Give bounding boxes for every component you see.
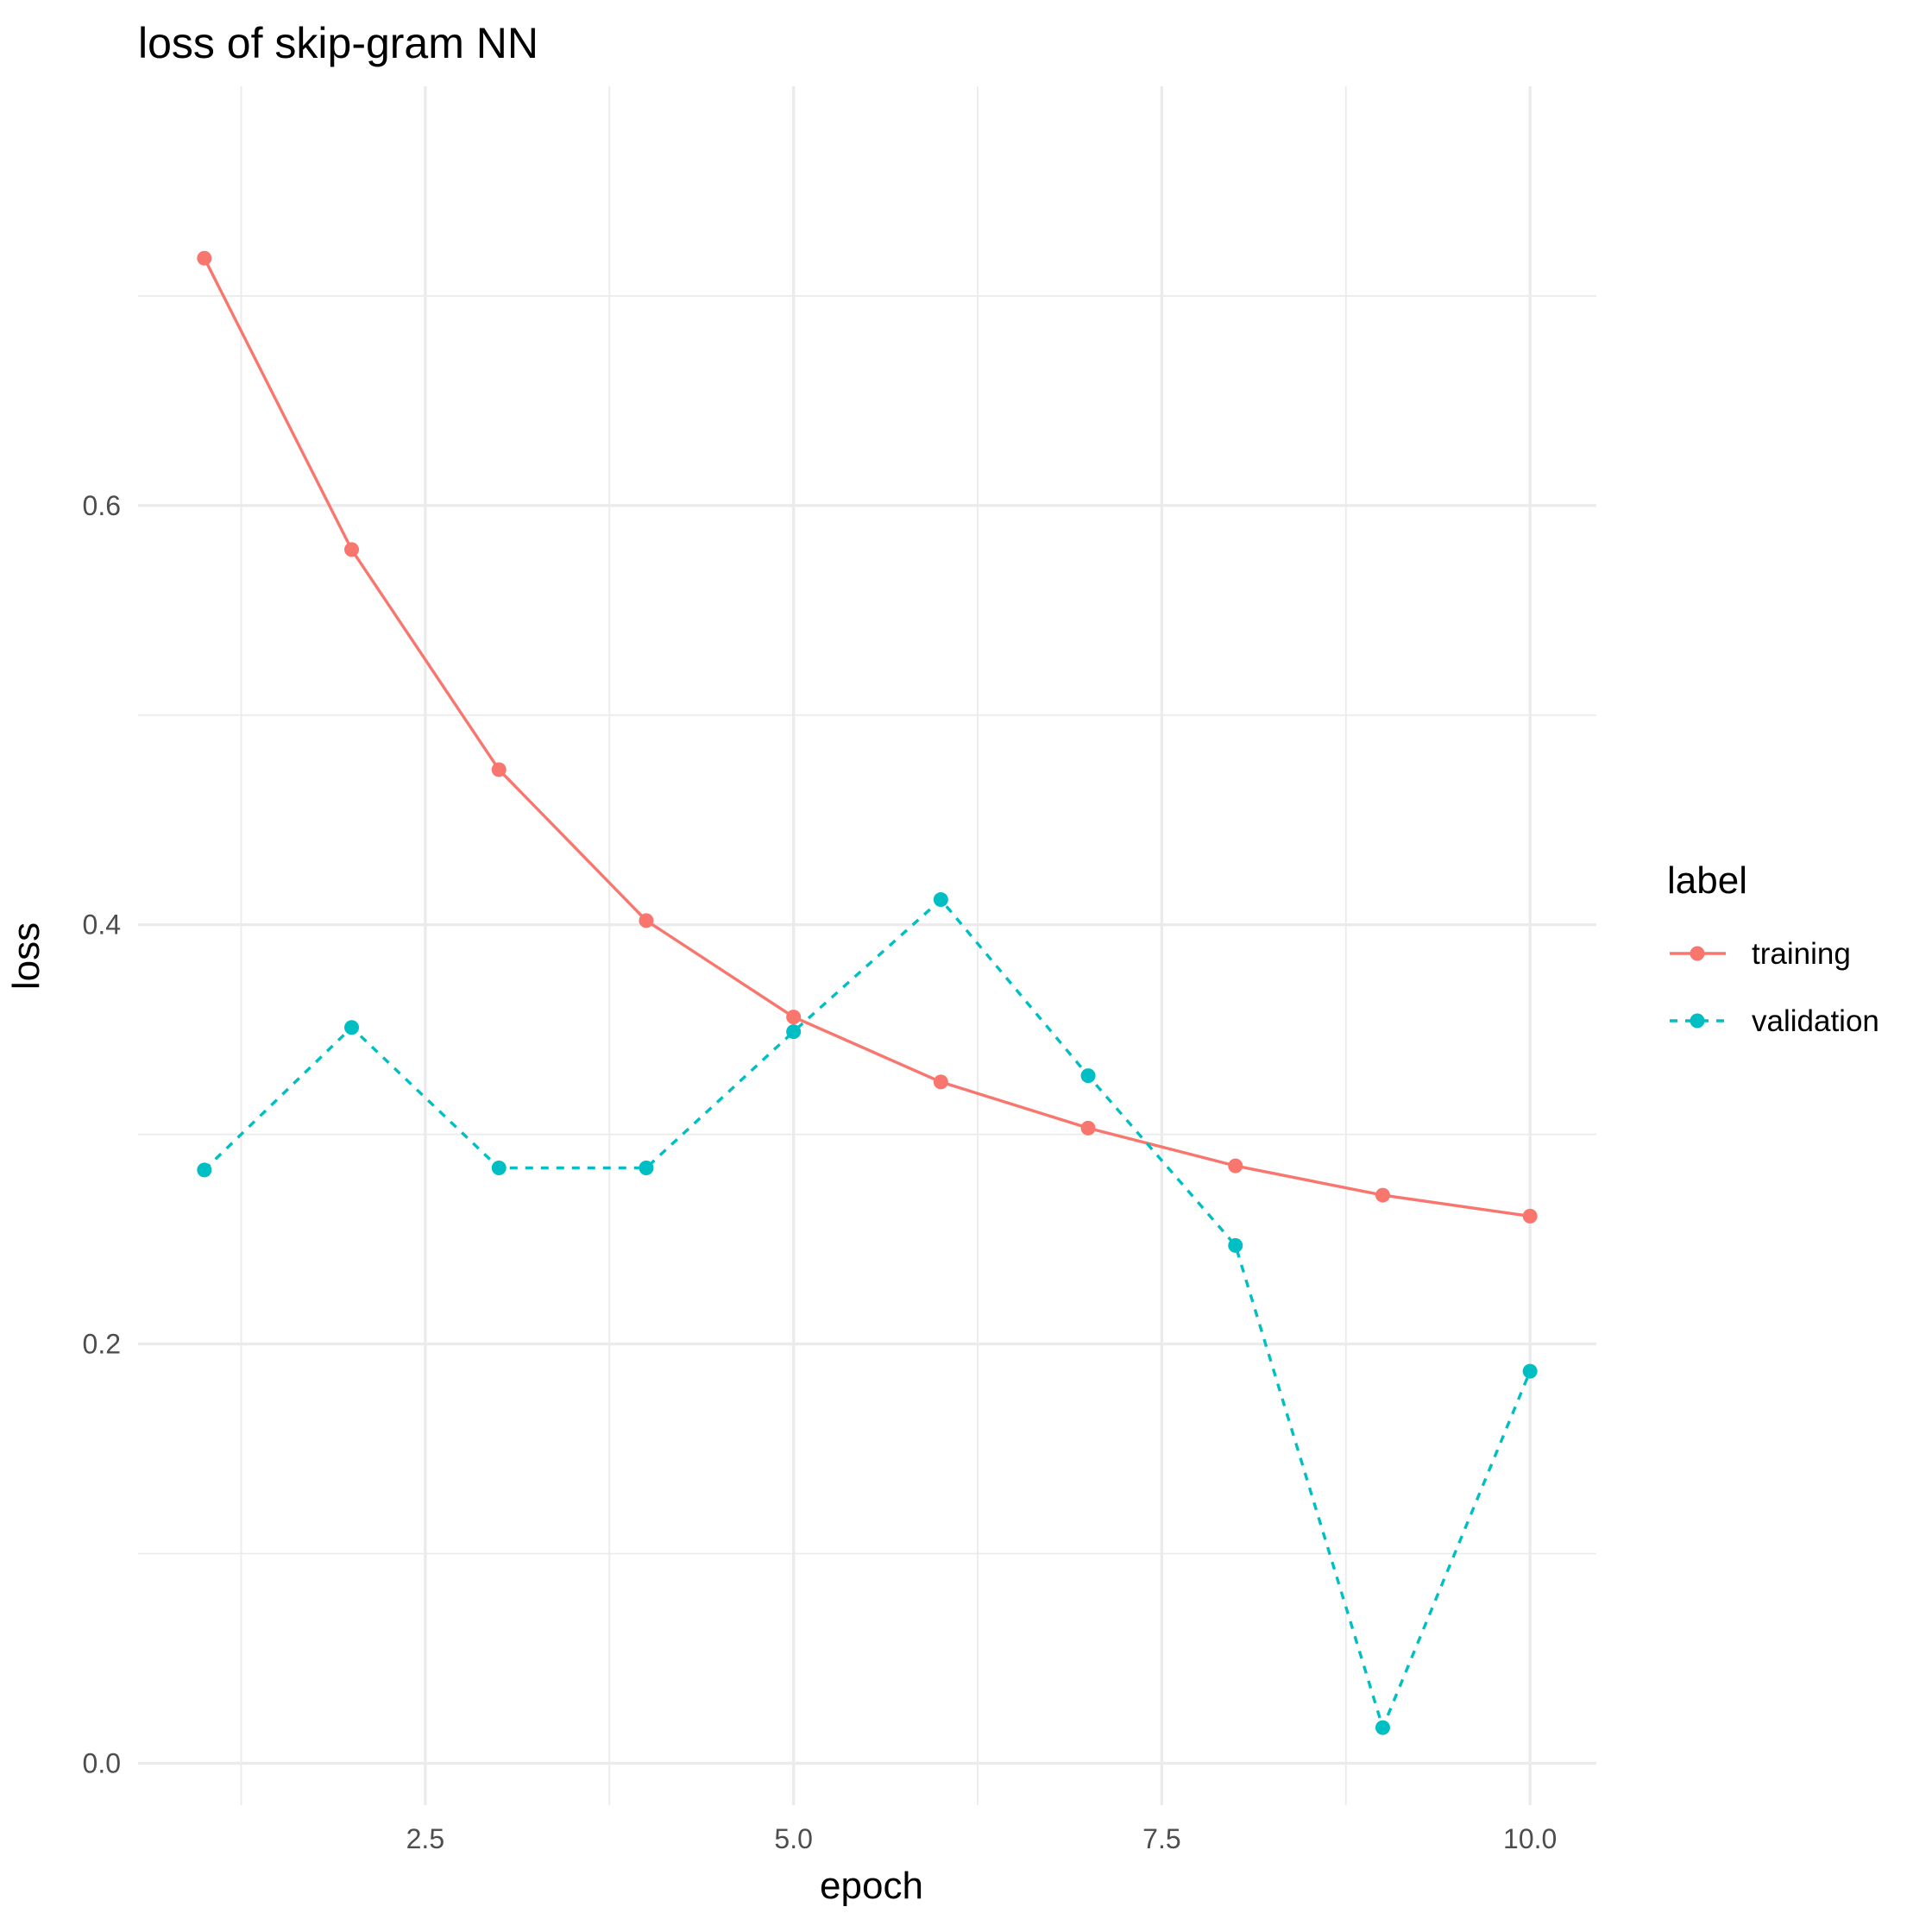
series-lines [203, 257, 1532, 1729]
data-point-validation [1080, 1068, 1096, 1084]
x-tick-label: 7.5 [1142, 1823, 1180, 1854]
legend-key-point-training [1690, 946, 1705, 961]
data-point-validation [344, 1020, 360, 1035]
data-point-training [1080, 1120, 1096, 1136]
data-point-validation [933, 892, 948, 908]
legend-label-validation: validation [1752, 1004, 1879, 1038]
x-axis-title: epoch [820, 1865, 923, 1907]
legend-items: training validation [1670, 937, 1879, 1038]
legend-key-point-validation [1690, 1013, 1705, 1029]
y-tick-label: 0.4 [83, 909, 121, 941]
data-point-training [197, 250, 212, 266]
data-point-training [639, 913, 654, 928]
y-tick-label: 0.0 [83, 1747, 121, 1778]
y-axis-title: loss [5, 922, 47, 990]
legend: label training validation [1667, 859, 1879, 1038]
data-point-validation [639, 1161, 654, 1176]
series-line-training [203, 257, 1531, 1218]
data-point-training [933, 1074, 948, 1090]
series-points [197, 250, 1538, 1735]
y-axis-ticks: 0.0 0.2 0.4 0.6 [83, 490, 121, 1779]
data-point-training [1375, 1187, 1390, 1203]
y-tick-label: 0.2 [83, 1329, 121, 1360]
legend-title: label [1667, 859, 1747, 902]
legend-label-training: training [1752, 937, 1851, 971]
x-axis-ticks: 2.5 5.0 7.5 10.0 [406, 1823, 1558, 1854]
chart-title: loss of skip-gram NN [138, 19, 538, 67]
y-tick-label: 0.6 [83, 490, 121, 521]
data-point-validation [1522, 1363, 1538, 1379]
data-point-training [786, 1010, 802, 1025]
data-point-validation [1375, 1720, 1390, 1735]
data-point-validation [1228, 1237, 1243, 1253]
data-point-validation [786, 1024, 802, 1040]
x-tick-label: 2.5 [406, 1823, 444, 1854]
data-point-training [491, 762, 507, 777]
grid [138, 86, 1596, 1805]
data-point-training [1228, 1158, 1243, 1174]
data-point-training [344, 542, 360, 557]
series-line-validation [203, 897, 1532, 1729]
x-tick-label: 5.0 [774, 1823, 812, 1854]
x-tick-label: 10.0 [1503, 1823, 1557, 1854]
data-point-validation [491, 1161, 507, 1176]
data-point-validation [197, 1162, 212, 1178]
data-point-training [1522, 1208, 1538, 1224]
